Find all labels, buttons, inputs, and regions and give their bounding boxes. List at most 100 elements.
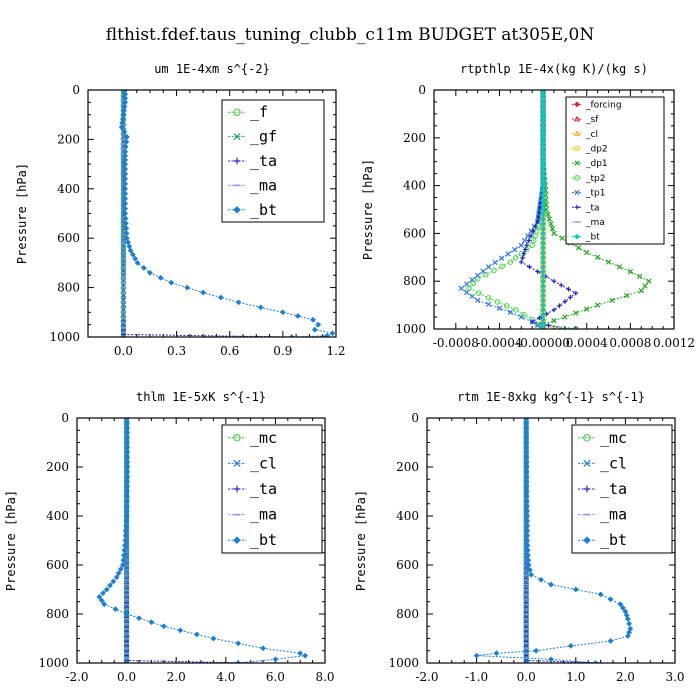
legend-marker [583,485,591,493]
y-tick-label: 200 [396,460,419,474]
y-tick-label: 600 [403,226,426,240]
legend-label: _tp1 [585,189,605,199]
data-point-bt [113,574,120,581]
data-point-bt [134,260,141,266]
x-tick-label: 6.0 [266,670,285,684]
data-point-bt [160,623,167,630]
data-point-ta [529,319,535,325]
data-point-dp1 [573,326,579,329]
data-point-gf [120,334,127,337]
data-point-tp2 [503,303,510,309]
data-point-bt [548,581,554,588]
x-tick-label: -0.00000 [516,336,570,350]
x-tick-label: -0.0008 [433,336,479,350]
data-point-tp1 [485,264,492,270]
data-point-bt [130,251,136,258]
y-tick-label: 800 [46,607,69,621]
data-point-bt [122,143,129,150]
y-tick-label: 0 [418,83,426,97]
data-point-dp1 [609,297,615,304]
data-point-ta [536,214,541,220]
data-point-tp1 [540,90,546,93]
data-point-dp1 [594,302,601,308]
data-point-ta [524,243,530,248]
axes-frame [87,89,337,338]
data-point-tp1 [474,272,481,279]
y-tick-label: 200 [403,131,426,145]
legend-marker [233,108,241,116]
data-point-ta [520,255,525,261]
data-point-tp2 [513,307,519,313]
data-point-bt [115,570,122,577]
panel-title: rtm 1E-8xkg kg^{-1} s^{-1} [457,390,645,404]
data-point-ta [551,307,557,313]
data-point-bt [101,601,108,608]
legend-marker [233,459,241,468]
plot-area [118,90,336,337]
data-point-tp2 [494,299,501,305]
y-tick-label: 600 [57,231,80,245]
data-point-tp2 [530,237,537,244]
data-point-dp1 [559,235,565,241]
y-tick-label: 400 [396,509,419,523]
legend-label: _f [250,103,268,121]
legend-marker [574,233,580,240]
data-point-bt [217,294,224,301]
data-point-ta [528,233,534,239]
data-point-bt [527,567,533,573]
data-point-bt [279,309,286,316]
data-point-tp2 [534,321,541,328]
legend-label: _cl [585,130,598,140]
x-tick-label: 0.0004 [566,336,608,350]
data-point-bt [311,326,318,333]
x-tick-label: -0.0004 [476,336,522,350]
data-point-tp1 [496,305,503,312]
y-tick-label: 600 [396,558,419,572]
data-point-bt [567,642,574,649]
chart-panel-4: rtm 1E-8xkg kg^{-1} s^{-1} Pressure [hPa]… [354,390,685,684]
data-point-tp1 [540,326,546,329]
data-point-bt [123,139,130,145]
data-point-bt [235,299,242,306]
data-point-ta [535,219,540,224]
y-axis-label: Pressure [hPa] [4,490,18,591]
data-point-bt [548,656,554,663]
legend-marker [573,115,581,122]
data-point-bt [123,225,130,232]
data-point-dp1 [549,225,556,232]
data-point-bt [121,552,127,559]
legend-label: _ta [250,480,277,498]
legend-label: _ma [600,506,627,524]
legend-marker [233,132,241,141]
x-tick-label: 3.0 [665,670,684,684]
data-point-tp1 [525,233,531,239]
data-point-bt [168,279,175,286]
data-point-dp1 [605,259,612,265]
data-point-dp1 [624,292,630,299]
plot-area [96,418,309,663]
data-point-bt [124,235,130,242]
data-point-dp1 [548,221,554,227]
data-point-bt [210,635,217,642]
x-tick-label: -2.0 [65,670,88,684]
data-point-bt [493,650,500,657]
legend-marker [574,189,580,196]
x-tick-label: 0.0008 [609,336,651,350]
plot-area [473,418,634,663]
legend-label: _ma [585,218,605,228]
y-tick-label: 800 [57,281,80,295]
legend-label: _tp2 [585,174,605,184]
data-point-dp1 [584,306,590,312]
data-point-dp1 [543,201,549,208]
data-point-ta [566,286,571,292]
y-axis-label: Pressure [hPa] [15,163,29,264]
data-point-dp1 [642,283,648,289]
y-tick-label: 800 [396,607,419,621]
data-point-bt [121,547,128,554]
data-point-bt [257,304,264,311]
data-point-dp1 [562,314,568,320]
data-point-bt [528,571,535,578]
y-tick-label: 1000 [395,322,426,336]
y-tick-label: 400 [403,179,426,193]
